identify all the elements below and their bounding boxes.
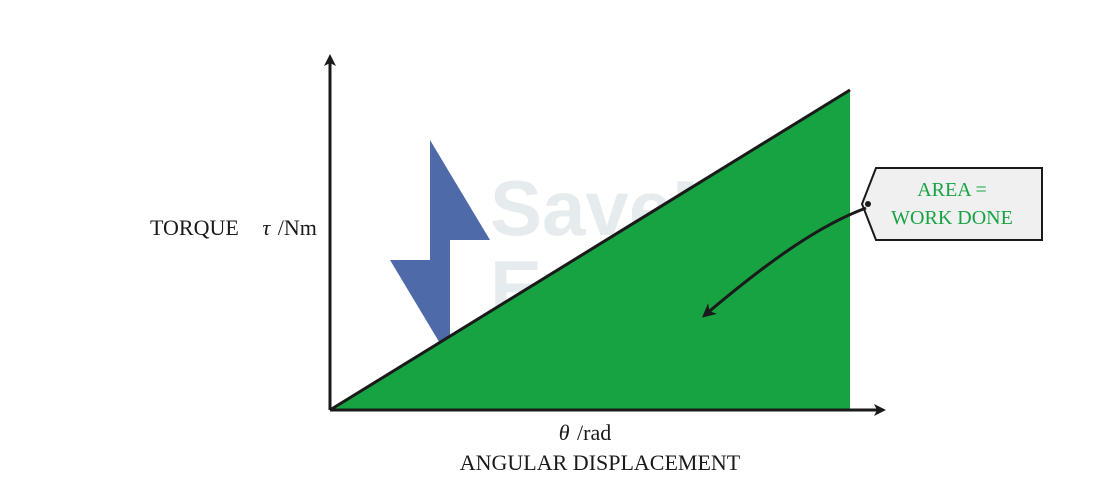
callout-tag: AREA = WORK DONE	[862, 168, 1042, 240]
diagram-container: SaveMy Exams TORQUE τ /Nm θ /rad ANGULAR…	[0, 0, 1100, 504]
x-axis-label: ANGULAR DISPLACEMENT	[460, 450, 741, 475]
x-axis-unit: θ /rad	[559, 420, 612, 445]
physics-diagram-svg: SaveMy Exams TORQUE τ /Nm θ /rad ANGULAR…	[0, 0, 1100, 504]
tag-hole-icon	[865, 201, 871, 207]
callout-line2: WORK DONE	[891, 207, 1013, 229]
callout-line1: AREA =	[917, 179, 987, 201]
y-axis-label: TORQUE τ /Nm	[150, 215, 317, 240]
